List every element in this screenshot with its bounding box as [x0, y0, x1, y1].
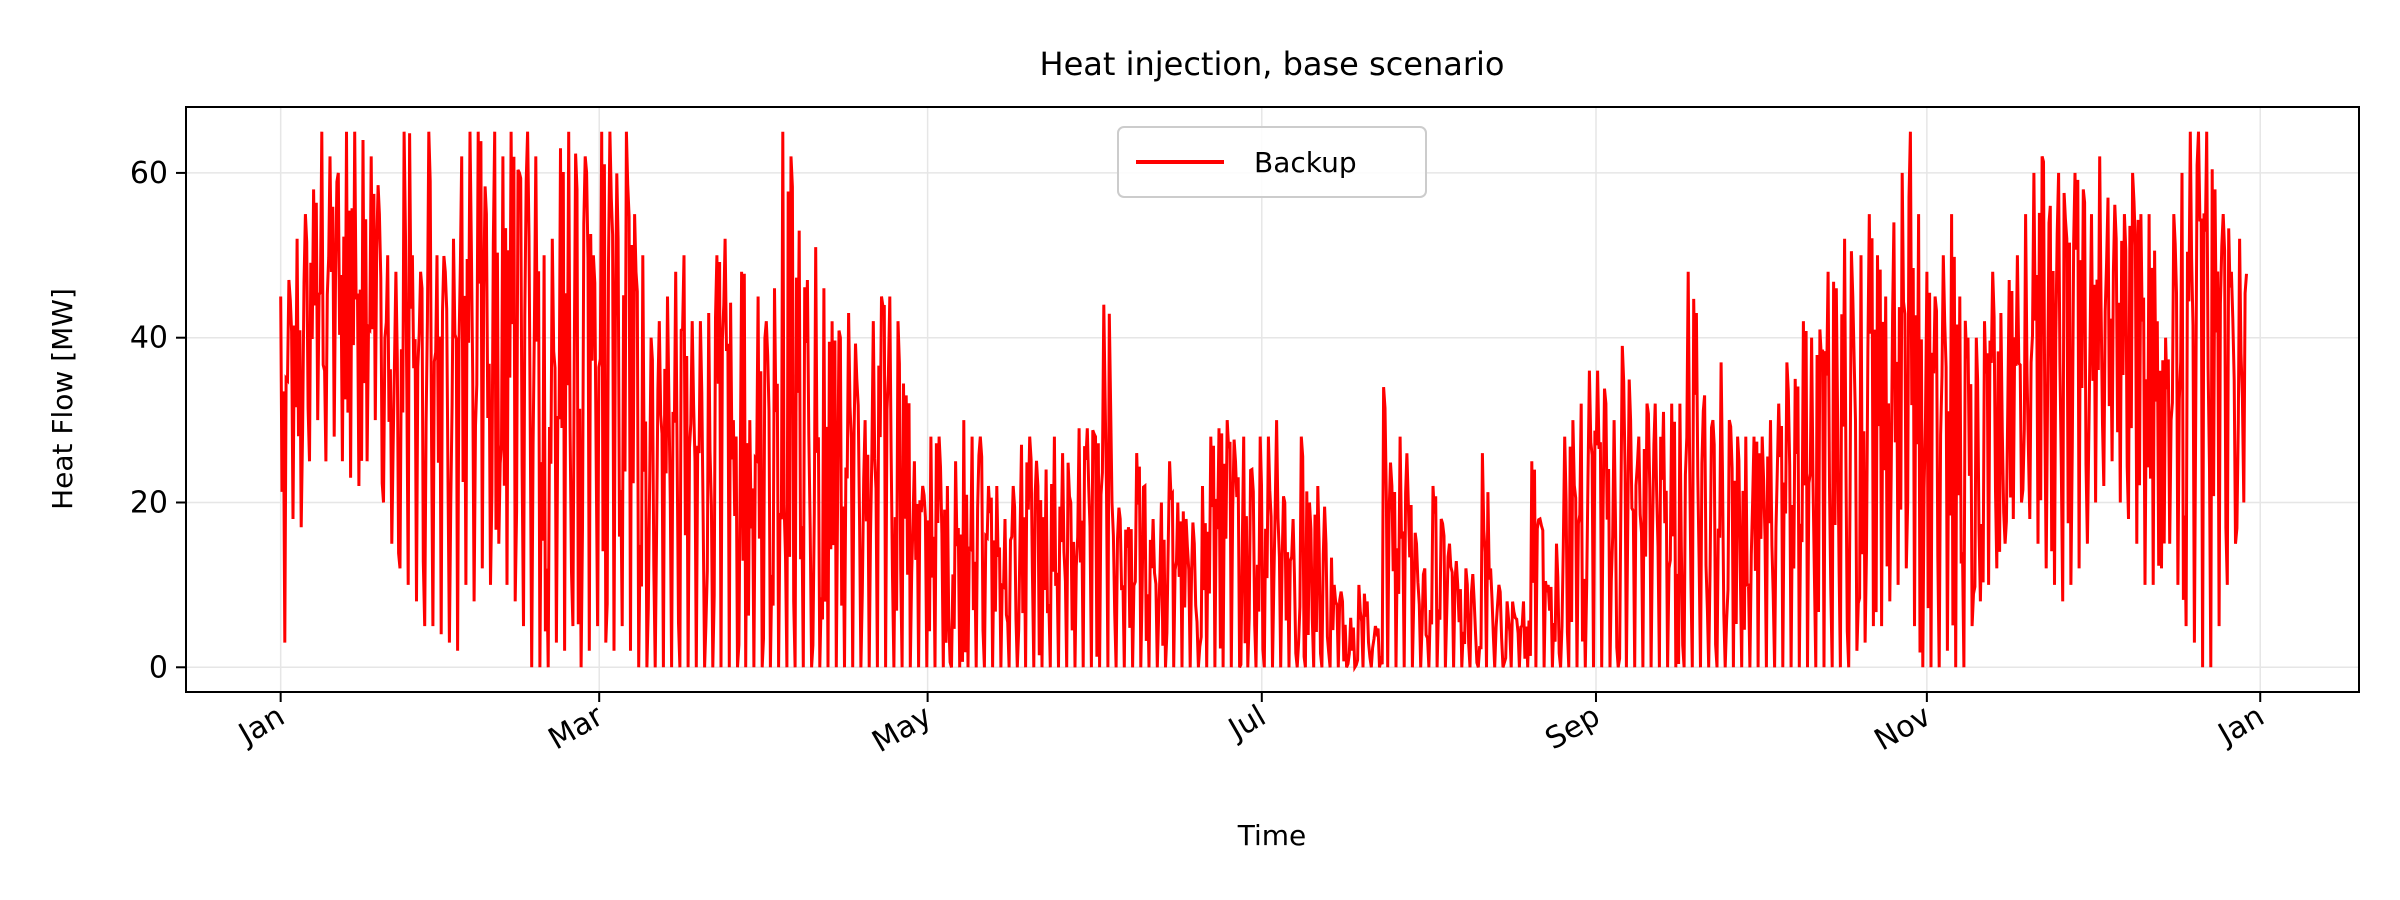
y-tick-label: 20 — [130, 485, 168, 520]
legend: Backup — [1117, 126, 1427, 198]
x-axis-label: Time — [1237, 819, 1307, 852]
legend-label-backup: Backup — [1254, 146, 1357, 179]
y-tick-label: 60 — [130, 156, 168, 191]
chart-title: Heat injection, base scenario — [1040, 45, 1505, 83]
y-tick-label: 40 — [130, 321, 168, 356]
y-tick-label: 0 — [149, 650, 168, 685]
plot-frame — [185, 106, 2360, 693]
y-axis-label: Heat Flow [MW] — [46, 288, 79, 510]
legend-box — [1117, 126, 1427, 198]
series-backup — [279, 131, 2248, 673]
series-line-backup — [279, 131, 2248, 673]
